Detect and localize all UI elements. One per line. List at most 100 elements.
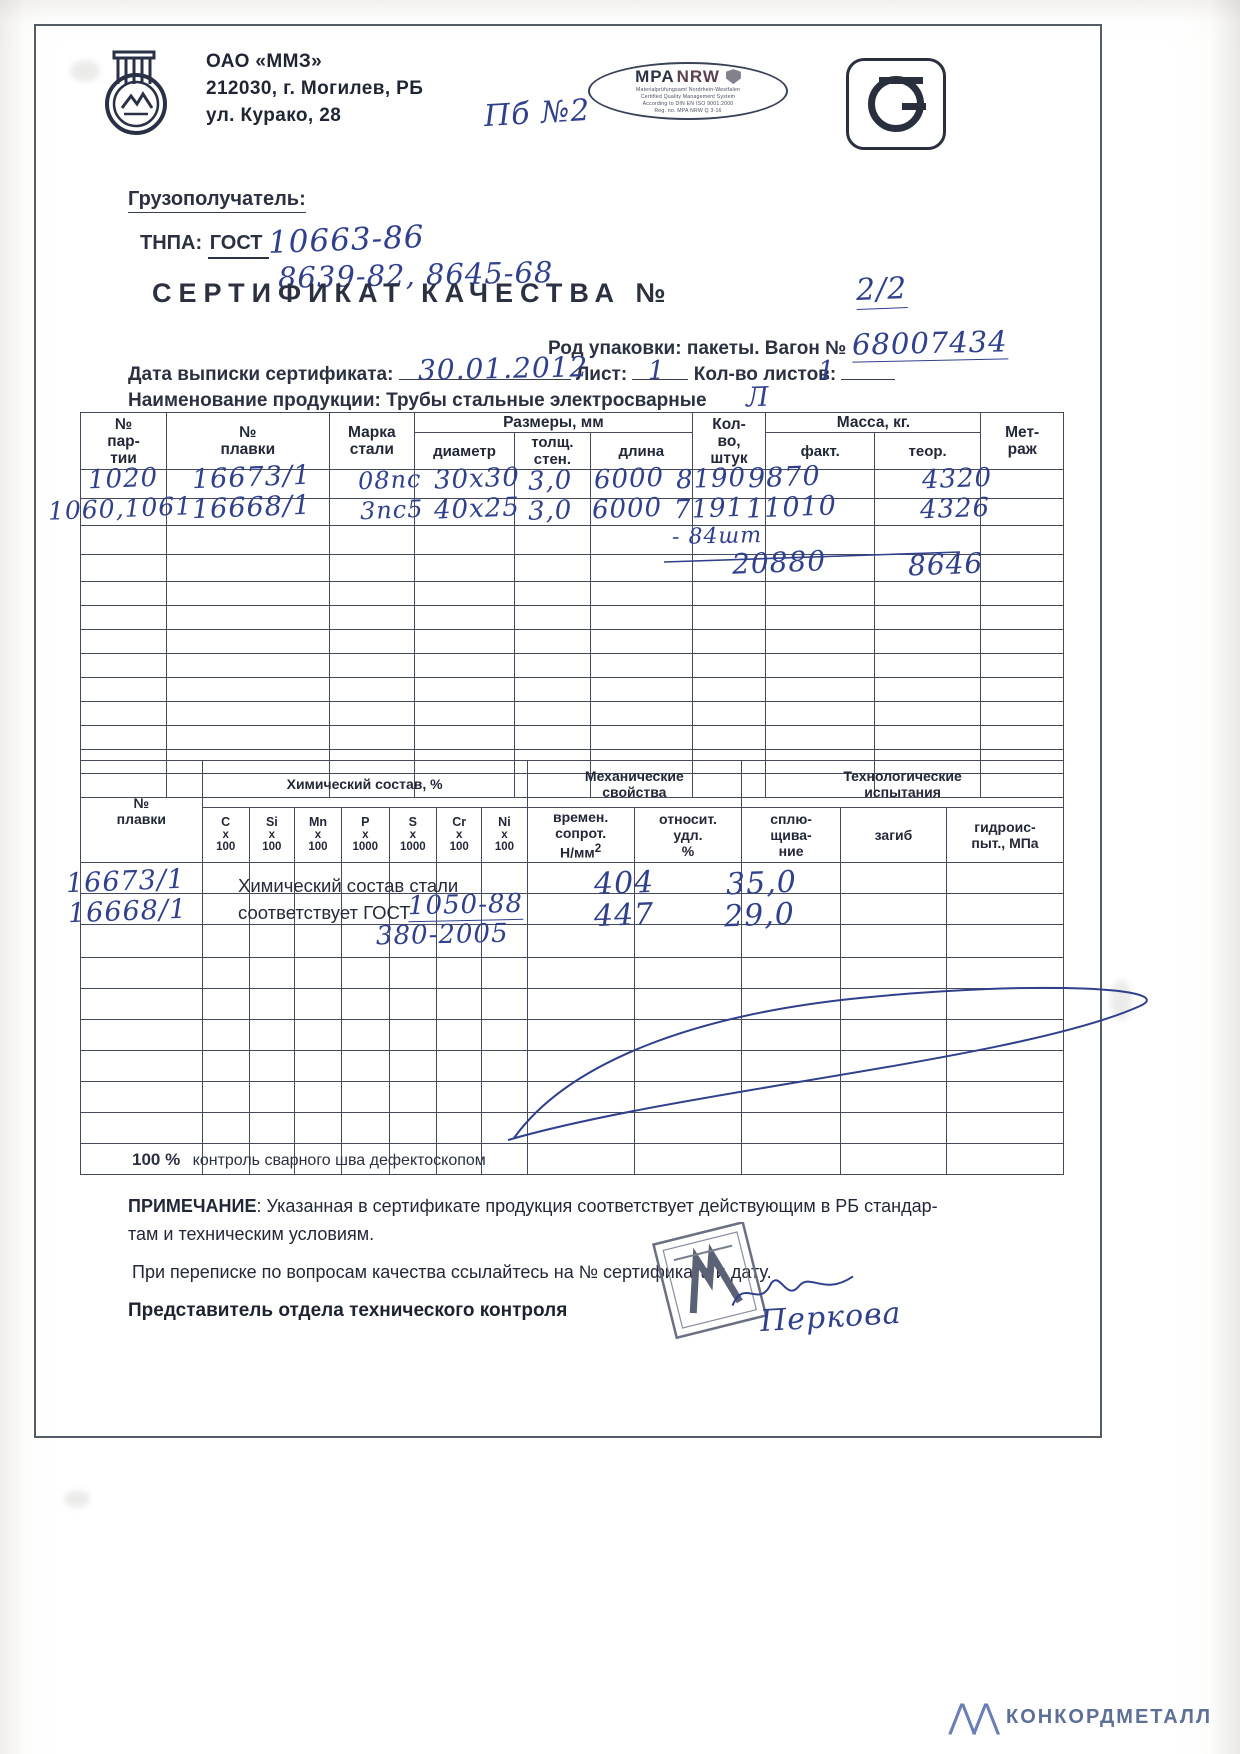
th-elongation: относит. удл. % xyxy=(633,807,743,863)
mpa-label: MPA xyxy=(635,66,675,86)
handwritten-product-note: Л xyxy=(745,381,771,414)
th-sizes: Размеры, мм xyxy=(414,412,693,433)
cell-length-1: 6000 xyxy=(593,462,665,496)
note-text: : Указанная в сертификате продукция соот… xyxy=(256,1196,938,1216)
tnpa-row: ТНПА: ГОСТ xyxy=(140,232,269,259)
note-block: ПРИМЕЧАНИЕ: Указанная в сертификате прод… xyxy=(128,1192,1028,1248)
page-title: СЕРТИФИКАТ КАЧЕСТВА № xyxy=(152,278,673,308)
th-hydro: гидроис- пыт., МПа xyxy=(945,807,1065,863)
handwritten-sheet: 1 xyxy=(647,355,666,387)
th-mass: Масса, кг. xyxy=(765,412,982,433)
chem-statement-line2: соответствует ГОСТ xyxy=(238,902,411,923)
table-row xyxy=(79,525,1064,555)
th-meters: Мет- раж xyxy=(980,412,1064,470)
th-batch: № пар- тии xyxy=(79,412,168,470)
cell-diameter-1: 30х30 xyxy=(433,462,521,496)
product-table: № пар- тии № плавки Марка стали Размеры,… xyxy=(79,412,1064,798)
table-row xyxy=(80,1142,1065,1175)
mpa-line-1: Materialprüfungsamt Nordrhein-Westfalen xyxy=(635,86,740,93)
product-value: Трубы стальные электросварные xyxy=(386,390,707,411)
cell-diameter-2: 40х25 xyxy=(433,492,521,526)
mmz-logo xyxy=(100,46,178,138)
th-length: длина xyxy=(589,432,693,470)
representative-label: Представитель отдела технического контро… xyxy=(128,1300,568,1321)
cell-wall-1: 3,0 xyxy=(527,465,573,497)
table-row xyxy=(80,1080,1065,1113)
company-address: ОАО «ММЗ» 212030, г. Могилев, РБ ул. Кур… xyxy=(206,48,423,129)
sheet-label: Лист: xyxy=(575,364,628,385)
table-row xyxy=(79,498,1064,526)
konkord-logo-icon: ⋀⋀ xyxy=(948,1698,1000,1736)
handwritten-wagon-number: 68007434 xyxy=(851,324,1008,363)
th-heat-number: № плавки xyxy=(80,760,203,863)
table-header-row: № плавки Химический состав, % Механическ… xyxy=(80,760,1064,863)
control-percent: 100 % xyxy=(132,1150,181,1169)
note-text-2: там и техническим условиям. xyxy=(128,1224,375,1244)
cell-grade-2: 3пс5 xyxy=(359,494,424,526)
table-row xyxy=(80,892,1065,925)
th-element-mn: Mn х 100 xyxy=(293,807,343,863)
handwritten-chem-gost-2: 380-2005 xyxy=(375,918,509,952)
table-row xyxy=(80,956,1065,989)
scan-smudge xyxy=(64,1490,90,1508)
table-subheader-row: диаметр толщ. стен. длина факт. теор. xyxy=(81,432,1064,470)
product-row: Наименование продукции: Трубы стальные э… xyxy=(128,390,707,412)
table-row xyxy=(79,581,1064,606)
th-flattening: сплю- щива- ние xyxy=(741,807,841,863)
sheets-count-label: Кол-во листов: xyxy=(693,364,837,385)
note-label: ПРИМЕЧАНИЕ xyxy=(128,1196,257,1216)
th-wall: толщ. стен. xyxy=(513,432,591,470)
cell-qty-1: 8190 xyxy=(675,462,747,496)
cell-grade-1: 08пс xyxy=(357,464,422,496)
handwritten-chem-gost-1: 1050-88 xyxy=(407,888,524,923)
handwritten-package-note: Пб №2 xyxy=(483,92,592,135)
table-row xyxy=(79,677,1064,702)
cell-batch-1: 1020 xyxy=(87,462,159,496)
table-row xyxy=(79,469,1064,499)
mpa-line-2: Certified Quality Management System xyxy=(640,93,736,100)
th-mass-fact: факт. xyxy=(765,432,875,470)
consignee-row: Грузополучатель: xyxy=(128,188,306,213)
handwritten-chem-heat-2: 16668/1 xyxy=(67,893,188,930)
date-row: Дата выписки сертификата: Лист: Кол-во л… xyxy=(128,364,896,386)
handwritten-gost-1: 10663-86 xyxy=(267,219,426,261)
cell-heat-2: 16668/1 xyxy=(191,489,312,526)
stb-certification-mark xyxy=(846,58,946,150)
correspondence-note: При переписке по вопросам качества ссыла… xyxy=(132,1262,772,1282)
table-row xyxy=(80,861,1065,894)
table-row xyxy=(79,629,1064,654)
company-city: 212030, г. Могилев, РБ xyxy=(206,78,424,99)
handwritten-sheets-count: 1 xyxy=(817,355,836,387)
chemical-mechanical-table: № плавки Химический состав, % Механическ… xyxy=(80,760,1065,1175)
handwritten-strikethrough-scribble xyxy=(507,986,1148,1141)
table-row xyxy=(79,701,1064,726)
product-label: Наименование продукции: xyxy=(128,390,381,411)
chem-statement-line1: Химический состав стали xyxy=(238,875,459,896)
mpa-line-3: According to DIN EN ISO 9001:2000 xyxy=(642,101,734,107)
chemical-statement: Химический состав стали соответствует ГО… xyxy=(238,872,458,926)
nrw-label: NRW xyxy=(676,66,720,86)
total-underline xyxy=(663,551,961,563)
watermark-text: КОНКОРДМЕТАЛЛ xyxy=(1005,1705,1212,1728)
th-element-ni: Ni х 100 xyxy=(481,807,528,863)
table-row xyxy=(79,605,1064,630)
tnpa-label: ТНПА: xyxy=(140,232,203,254)
document-border xyxy=(34,24,1102,1438)
cell-batch-2: 1060,1061 xyxy=(47,491,193,526)
packaging-label: Род упаковки: пакеты. Вагон № xyxy=(548,338,847,359)
cell-mass-fact-2: 11010 xyxy=(745,490,838,525)
th-mechanical: Механические свойства xyxy=(526,760,743,808)
scan-smudge xyxy=(70,60,100,82)
table-row xyxy=(79,725,1064,750)
cell-mass-fact-1: 9870 xyxy=(747,460,822,495)
cell-wall-2: 3,0 xyxy=(527,495,573,527)
handwritten-certificate-number: 2/2 xyxy=(855,271,909,310)
th-bend: загиб xyxy=(839,807,947,863)
th-chemical-composition: Химический состав, % xyxy=(201,760,528,808)
mpa-line-4: Reg. no. MPA NRW Q 3-16 xyxy=(654,108,722,115)
table-row xyxy=(80,987,1065,1020)
th-technological: Технологические испытания xyxy=(741,760,1064,808)
signature-mark xyxy=(727,1268,860,1324)
